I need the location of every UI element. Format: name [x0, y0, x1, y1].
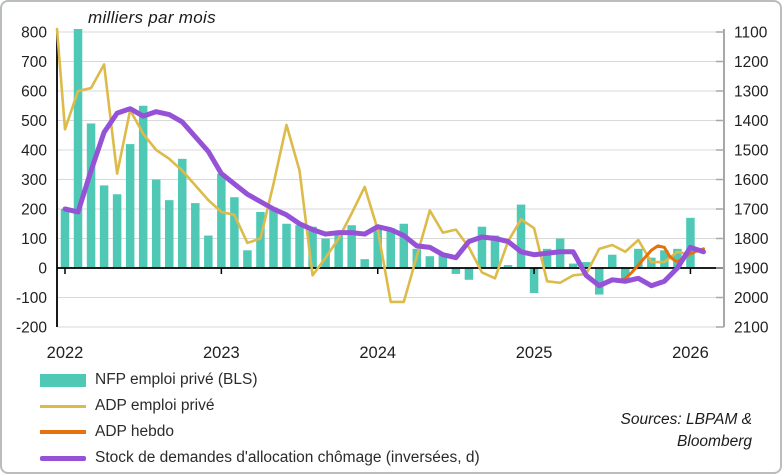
bar — [243, 250, 252, 268]
bar — [217, 173, 226, 268]
bar — [138, 105, 148, 268]
bar — [112, 194, 122, 268]
bar — [686, 217, 695, 268]
bar — [451, 268, 461, 274]
bar — [386, 228, 395, 268]
year-label: 2026 — [672, 344, 709, 362]
bar — [373, 226, 382, 268]
left-axis-tick-label: 300 — [21, 172, 47, 189]
bar — [256, 211, 265, 268]
bar — [542, 248, 552, 268]
bar — [621, 268, 630, 280]
legend-item-2: ADP hebdo — [40, 419, 480, 445]
right-axis-tick-label: 1100 — [734, 25, 768, 42]
bar — [60, 209, 70, 268]
year-label: 2022 — [47, 344, 84, 362]
sources-line1: Sources: LBPAM & — [620, 411, 752, 428]
right-axis-tick-label: 1200 — [734, 54, 769, 71]
bar — [125, 144, 135, 268]
bar — [568, 263, 578, 268]
legend-item-0: NFP emploi privé (BLS) — [40, 367, 480, 393]
bar — [490, 235, 500, 268]
bar — [634, 248, 643, 268]
right-axis-tick-label: 2000 — [734, 290, 769, 307]
chart-legend: NFP emploi privé (BLS) ADP emploi privé AD… — [40, 367, 480, 471]
bar — [347, 225, 356, 268]
legend-label: Stock de demandes d'allocation chômage (… — [95, 449, 480, 466]
bar — [529, 268, 539, 294]
bar — [477, 226, 487, 268]
right-axis-tick-label: 1900 — [734, 261, 769, 278]
bar — [334, 234, 343, 268]
right-axis-tick-label: 1400 — [734, 113, 769, 130]
right-axis-tick-label: 2100 — [734, 320, 769, 337]
bar — [321, 238, 330, 268]
bar — [204, 235, 213, 268]
bar — [308, 226, 317, 268]
bar — [191, 203, 200, 268]
series-line — [62, 106, 706, 289]
bar — [360, 259, 369, 268]
left-axis-tick-label: 0 — [38, 261, 47, 278]
bar — [99, 185, 109, 268]
bar — [164, 200, 174, 268]
bar — [581, 262, 591, 268]
left-axis-tick-label: 500 — [21, 113, 47, 130]
sources-note: Sources: LBPAM & Bloomberg — [620, 409, 752, 453]
legend-swatch — [40, 404, 86, 408]
left-axis-tick-label: 800 — [21, 25, 47, 42]
bar — [399, 223, 409, 268]
bar — [86, 123, 96, 268]
legend-swatch — [40, 455, 86, 461]
nfp-bars — [60, 29, 695, 295]
right-axis-tick-label: 1700 — [734, 202, 769, 219]
right-axis-tick-label: 1600 — [734, 172, 769, 189]
left-axis-tick-label: 100 — [21, 231, 47, 248]
bar — [295, 225, 304, 268]
year-label: 2025 — [516, 344, 553, 362]
bar — [594, 268, 604, 295]
chart-title: milliers par mois — [88, 8, 216, 27]
right-axis-tick-label: 1300 — [734, 84, 769, 101]
left-axis-tick-label: -200 — [16, 320, 47, 337]
legend-label: NFP emploi privé (BLS) — [95, 371, 258, 388]
axes — [56, 29, 725, 328]
legend-item-1: ADP emploi privé — [40, 393, 480, 419]
bar — [608, 254, 617, 268]
bar — [230, 197, 239, 268]
legend-swatch — [40, 373, 86, 387]
left-axis-tick-label: 600 — [21, 84, 47, 101]
year-label: 2023 — [203, 344, 240, 362]
legend-swatch — [40, 430, 86, 434]
year-label: 2024 — [359, 344, 396, 362]
bar — [464, 268, 474, 280]
bar — [151, 179, 161, 268]
bar — [673, 248, 682, 268]
left-axis-tick-label: 700 — [21, 54, 47, 71]
bar — [503, 265, 513, 268]
legend-label: ADP hebdo — [95, 423, 174, 440]
right-axis-tick-label: 1500 — [734, 143, 769, 160]
left-axis-tick-label: 400 — [21, 143, 47, 160]
right-axis-tick-label: 1800 — [734, 231, 769, 248]
axis-labels: 800 700 600 500 400 300 200 100 0 -100 -200 1100 120… — [16, 25, 769, 363]
bar — [425, 256, 435, 268]
bar — [73, 29, 83, 268]
bar — [178, 158, 187, 268]
sources-line2: Bloomberg — [677, 433, 752, 450]
bar — [438, 253, 448, 268]
bar — [516, 204, 526, 268]
bar — [269, 207, 278, 268]
legend-item-3: Stock de demandes d'allocation chômage (… — [40, 445, 480, 471]
legend-label: ADP emploi privé — [95, 397, 215, 414]
left-axis-tick-label: 200 — [21, 202, 47, 219]
bar — [660, 250, 669, 268]
left-axis-tick-label: -100 — [16, 290, 47, 307]
bar — [282, 223, 291, 268]
